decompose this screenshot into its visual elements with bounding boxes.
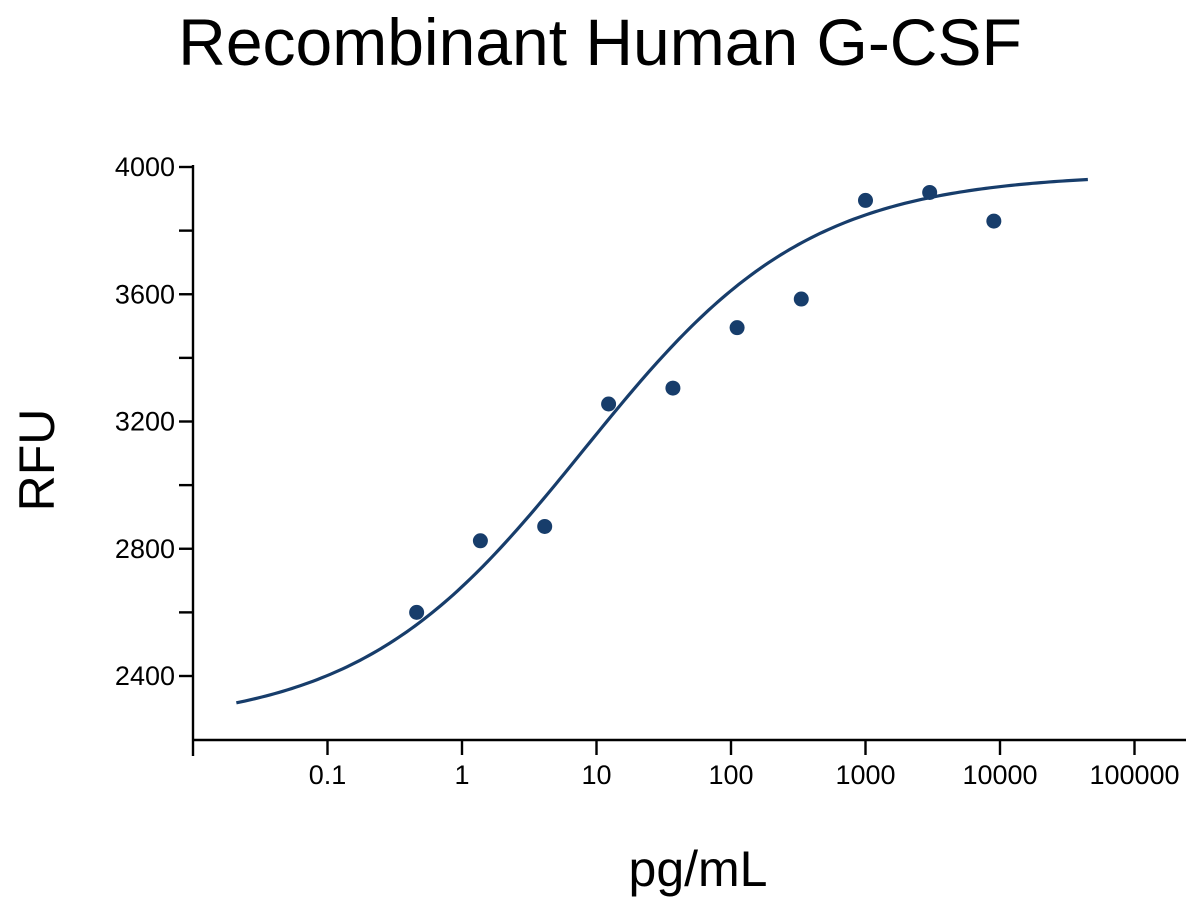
- data-point: [409, 604, 425, 620]
- x-tick-label: 100: [708, 760, 753, 790]
- data-point: [858, 192, 873, 208]
- x-tick-label: 10000: [962, 760, 1037, 790]
- fit-curve-layer: [236, 177, 1088, 705]
- x-tick-label: 100000: [1089, 760, 1179, 790]
- x-tick-label: 0.1: [309, 760, 347, 790]
- data-point: [922, 184, 938, 200]
- x-tick-label: 10: [581, 760, 611, 790]
- data-point: [537, 518, 553, 534]
- x-tick-label: 1000: [835, 760, 895, 790]
- fit-curve: [236, 177, 1088, 705]
- data-point: [729, 320, 745, 336]
- y-tick-label: 2800: [115, 534, 175, 564]
- data-point: [601, 396, 617, 412]
- y-tick-label: 3200: [115, 407, 175, 437]
- data-point: [472, 533, 488, 549]
- y-tick-label: 3600: [115, 279, 175, 309]
- data-point: [665, 380, 681, 396]
- axes: 2400 2800 3200 3600 4000 0.1 1 10 100 1000 10000 10…: [115, 152, 1186, 790]
- x-tick-label: 1: [454, 760, 469, 790]
- x-axis-label: pg/mL: [628, 841, 768, 897]
- data-point: [986, 213, 1002, 229]
- data-points-layer: [409, 184, 1002, 620]
- data-point: [793, 291, 809, 307]
- y-tick-label: 4000: [115, 152, 175, 182]
- chart-title: Recombinant Human G-CSF: [178, 5, 1022, 79]
- y-tick-label: 2400: [115, 661, 175, 691]
